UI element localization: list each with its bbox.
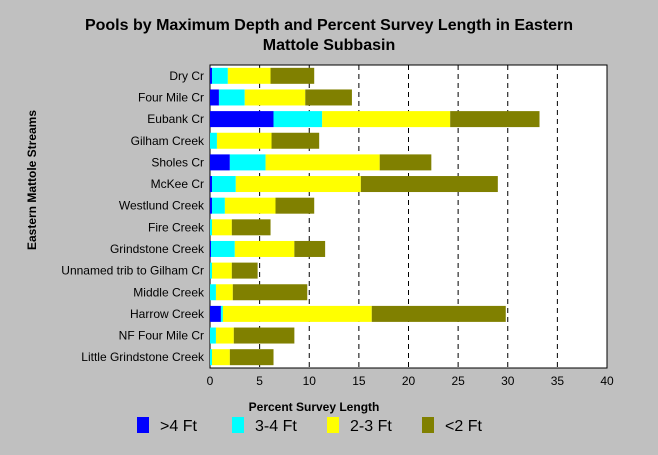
bar-segment <box>210 349 212 366</box>
x-tick-label: 0 <box>207 374 214 388</box>
bar-segment <box>210 327 216 344</box>
category-label: Harrow Creek <box>130 307 205 321</box>
category-label: Dry Cr <box>169 69 204 83</box>
bar-segment <box>231 219 271 236</box>
legend: >4 Ft 3-4 Ft 2-3 Ft <2 Ft <box>137 417 482 435</box>
bar-segment <box>235 176 361 193</box>
bar-segment <box>227 67 271 84</box>
legend-label: 2-3 Ft <box>350 418 392 435</box>
category-label: Little Grindstone Creek <box>81 350 205 364</box>
bar-segment <box>211 176 236 193</box>
bar-segment <box>210 132 217 149</box>
bar-segment <box>210 89 219 106</box>
category-label: NF Four Mile Cr <box>119 329 204 343</box>
x-axis-label: Percent Survey Length <box>249 400 380 414</box>
x-tick-label: 30 <box>501 374 515 388</box>
bar-segment <box>371 305 506 322</box>
bar-segment <box>210 240 211 257</box>
bar-segment <box>222 305 372 322</box>
x-tick-label: 10 <box>303 374 317 388</box>
bar-segment <box>210 154 230 171</box>
legend-swatch <box>327 417 339 433</box>
bar-segment <box>233 327 295 344</box>
category-label: Grindstone Creek <box>110 242 205 256</box>
y-axis-label: Eastern Mattole Streams <box>25 110 39 250</box>
bar-segment <box>273 111 323 128</box>
legend-swatch <box>232 417 244 433</box>
bar-segment <box>210 176 212 193</box>
bar-segment <box>229 349 274 366</box>
bar-segment <box>270 67 315 84</box>
category-label: Gilham Creek <box>131 134 205 148</box>
bar-segment <box>211 197 225 214</box>
bar-segment <box>305 89 352 106</box>
x-tick-label: 5 <box>256 374 263 388</box>
bar-segment <box>294 240 326 257</box>
bars <box>210 67 540 366</box>
legend-label: <2 Ft <box>445 418 482 435</box>
x-tick-label: 20 <box>402 374 416 388</box>
bar-segment <box>210 284 216 301</box>
bar-segment <box>232 284 308 301</box>
chart-title-line-2: Mattole Subbasin <box>263 37 395 54</box>
bar-segment <box>210 305 221 322</box>
legend-label: 3-4 Ft <box>255 418 297 435</box>
category-label: Sholes Cr <box>151 155 204 169</box>
category-label: Westlund Creek <box>119 199 205 213</box>
bar-segment <box>229 154 266 171</box>
legend-swatch <box>422 417 434 433</box>
bar-segment <box>322 111 451 128</box>
bar-segment <box>211 67 228 84</box>
category-labels: Dry Cr Four Mile Cr Eubank Cr Gilham Creek S… <box>61 69 205 364</box>
category-label: Middle Creek <box>133 285 205 299</box>
x-tick-label: 35 <box>551 374 565 388</box>
bar-segment <box>450 111 540 128</box>
bar-segment <box>210 111 274 128</box>
bar-segment <box>271 132 320 149</box>
bar-segment <box>210 197 212 214</box>
bar-segment <box>215 284 233 301</box>
x-tick-label: 40 <box>600 374 614 388</box>
bar-segment <box>231 262 258 279</box>
bar-segment <box>220 305 223 322</box>
category-label: Unnamed trib to Gilham Cr <box>61 264 204 278</box>
bar-segment <box>210 67 212 84</box>
bar-segment <box>211 262 232 279</box>
bar-segment <box>211 349 230 366</box>
bar-segment <box>211 219 232 236</box>
bar-segment <box>216 132 272 149</box>
bar-segment <box>218 89 245 106</box>
x-tick-label: 15 <box>352 374 366 388</box>
bar-segment <box>210 262 212 279</box>
legend-swatch <box>137 417 149 433</box>
bar-segment <box>215 327 234 344</box>
bar-segment <box>379 154 432 171</box>
category-label: Four Mile Cr <box>138 90 204 104</box>
category-label: Eubank Cr <box>147 112 204 126</box>
x-tick-labels: 0 5 10 15 20 25 30 35 40 <box>207 374 614 388</box>
bar-segment <box>210 240 235 257</box>
bar-segment <box>265 154 380 171</box>
bar-segment <box>244 89 306 106</box>
category-label: McKee Cr <box>151 177 204 191</box>
bar-segment <box>210 219 212 236</box>
chart-title-line-1: Pools by Maximum Depth and Percent Surve… <box>85 17 573 34</box>
bar-segment <box>234 240 295 257</box>
bar-segment <box>360 176 498 193</box>
legend-label: >4 Ft <box>160 418 197 435</box>
bar-segment <box>224 197 276 214</box>
x-tick-label: 25 <box>451 374 465 388</box>
bar-segment <box>275 197 315 214</box>
category-label: Fire Creek <box>148 220 205 234</box>
